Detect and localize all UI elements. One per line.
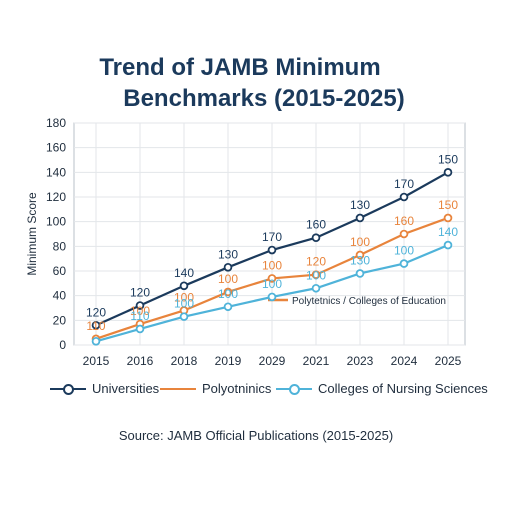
x-tick-label: 2016 (127, 354, 154, 368)
annotation-text: Polytetnics / Colleges of Education (292, 296, 446, 307)
x-tick-label: 2021 (303, 354, 330, 368)
data-label-0: 130 (350, 198, 370, 212)
data-label-0: 150 (438, 152, 458, 166)
data-point-2 (443, 240, 453, 250)
x-tick-label: 2029 (259, 354, 286, 368)
y-tick-label: 100 (46, 215, 66, 229)
data-point-2 (355, 269, 365, 278)
data-point-0 (179, 281, 189, 291)
data-label-1: 160 (394, 214, 414, 228)
data-point-2 (223, 302, 233, 312)
data-point-1 (355, 250, 365, 260)
legend-label: Polyotninics (202, 381, 272, 396)
data-label-0: 140 (174, 266, 194, 280)
data-point-2 (399, 259, 409, 268)
y-tick-label: 140 (46, 165, 66, 179)
y-tick-label: 120 (46, 190, 66, 204)
data-label-0: 170 (262, 230, 282, 244)
legend-label: Colleges of Nursing Sciences (318, 381, 488, 396)
data-label-1: 100 (262, 258, 282, 272)
data-point-2 (311, 283, 321, 293)
data-point-1 (399, 229, 409, 239)
data-point-2 (179, 312, 189, 321)
data-label-0: 120 (130, 286, 150, 300)
legend-label: Universities (92, 381, 160, 396)
data-label-2: 140 (438, 225, 458, 239)
y-tick-label: 160 (46, 141, 66, 155)
data-label-0: 170 (394, 177, 414, 191)
legend-swatch-icon (50, 382, 86, 396)
data-point-2 (267, 292, 277, 302)
y-tick-label: 180 (46, 116, 66, 130)
chart-legend: Universities Polyotninics Colleges of Nurs… (0, 381, 512, 401)
data-point-1 (443, 213, 453, 223)
data-label-1: 100 (218, 272, 238, 286)
legend-item: Universities (50, 381, 159, 396)
chart-source: Source: JAMB Official Publications (2015… (118, 428, 394, 443)
y-tick-label: 80 (53, 239, 67, 253)
data-point-2 (135, 324, 145, 334)
data-point-0 (355, 213, 365, 223)
x-tick-label: 2019 (215, 354, 242, 368)
legend-swatch-icon (276, 382, 312, 396)
data-label-2: 100 (218, 287, 238, 301)
data-label-1: 110 (86, 319, 105, 333)
data-point-0 (399, 192, 409, 202)
chart-title-line-2: Benchmarks (2015-2025) (123, 85, 405, 112)
data-label-2: 130 (350, 253, 370, 267)
x-tick-label: 2015 (83, 354, 110, 368)
data-point-0 (91, 320, 101, 330)
data-label-2: 100 (262, 277, 282, 291)
data-label-1: 100 (130, 304, 150, 318)
x-tick-label: 2023 (347, 354, 374, 368)
data-label-1: 100 (174, 290, 194, 304)
data-label-1: 150 (438, 198, 458, 212)
data-label-1: 120 (306, 255, 326, 269)
y-axis-label: Minimum Score (25, 192, 39, 276)
data-point-2 (91, 336, 101, 346)
data-label-2: 100 (394, 244, 414, 258)
y-tick-label: 20 (53, 313, 67, 327)
legend-item: Polyotninics (160, 381, 271, 396)
data-point-1 (267, 274, 277, 283)
data-label-2: 100 (306, 268, 326, 282)
x-tick-label: 2024 (391, 354, 418, 368)
y-tick-label: 60 (53, 264, 67, 278)
data-label-0: 120 (86, 305, 106, 319)
data-label-1: 100 (350, 235, 370, 249)
y-tick-label: 0 (59, 338, 66, 352)
x-tick-label: 2025 (435, 354, 462, 368)
data-point-0 (223, 262, 233, 272)
chart-title-line-1: Trend of JAMB Minimum (99, 54, 381, 81)
data-point-1 (311, 270, 321, 280)
data-point-0 (443, 168, 453, 177)
data-label-2: 110 (130, 309, 149, 323)
data-label-0: 160 (306, 218, 326, 232)
x-tick-label: 2018 (171, 354, 198, 368)
legend-swatch-icon (160, 382, 196, 396)
data-point-0 (267, 245, 277, 255)
data-label-0: 130 (218, 247, 238, 261)
y-tick-label: 40 (53, 289, 67, 303)
data-label-2: 100 (174, 297, 194, 311)
legend-item: Colleges of Nursing Sciences (276, 381, 488, 396)
data-point-0 (135, 301, 145, 310)
data-point-0 (311, 233, 321, 243)
data-point-1 (223, 287, 233, 297)
